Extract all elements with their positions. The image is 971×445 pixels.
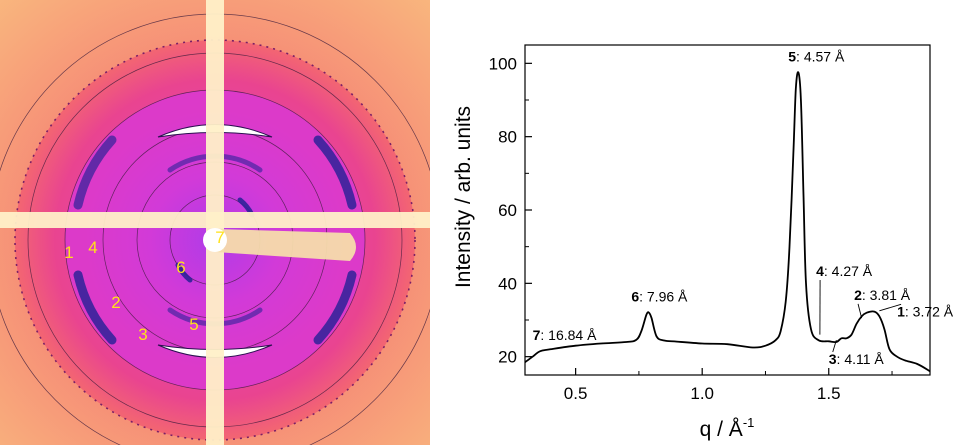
- y-tick-label: 60: [498, 201, 517, 220]
- peak-leader-line: [879, 303, 902, 312]
- xrd-diffraction-pattern: 1 4 23 5 6 7: [0, 0, 430, 445]
- y-tick-label: 100: [489, 54, 517, 73]
- peak-label-4: 4: 4.27 Å: [816, 263, 873, 279]
- peak-label-5: 5: 4.57 Å: [788, 49, 845, 65]
- plot-frame: [524, 44, 931, 376]
- peak-label-2: 2: 3.81 Å: [854, 287, 911, 303]
- y-tick-label: 40: [498, 274, 517, 293]
- ring-label-1: 1: [64, 243, 73, 262]
- peak-label-1: 1: 3.72 Å: [897, 303, 954, 319]
- ring-label-6: 6: [176, 258, 185, 277]
- outer-dotted-ring: [14, 39, 416, 441]
- peak-label-7: 7: 16.84 Å: [533, 327, 598, 343]
- beamstop-cross: [0, 0, 430, 445]
- ring-label-2: 2: [111, 293, 120, 312]
- intensity-series-line: [524, 71, 931, 373]
- ring-label-3: 3: [138, 325, 147, 344]
- peak-leader-line: [857, 303, 863, 319]
- x-tick-label: 1.0: [690, 384, 714, 403]
- y-axis-title: Intensity / arb. units: [452, 106, 475, 288]
- peak-label-3: 3: 4.11 Å: [829, 351, 885, 367]
- peak-leader-line: [832, 340, 837, 353]
- x-tick-label: 0.5: [564, 384, 588, 403]
- peak-label-6: 6: 7.96 Å: [631, 289, 688, 305]
- ring-label-5: 5: [189, 315, 198, 334]
- y-tick-label: 20: [498, 348, 517, 367]
- y-tick-label: 80: [498, 128, 517, 147]
- intensity-vs-q-chart: Intensity / arb. units 20 40 60 80 100 0.5 1.0…: [452, 44, 954, 441]
- ring-label-4: 4: [88, 238, 97, 257]
- x-axis-title: q / Å-1: [700, 415, 755, 441]
- x-tick-label: 1.5: [817, 384, 841, 403]
- ring-label-7: 7: [215, 228, 224, 247]
